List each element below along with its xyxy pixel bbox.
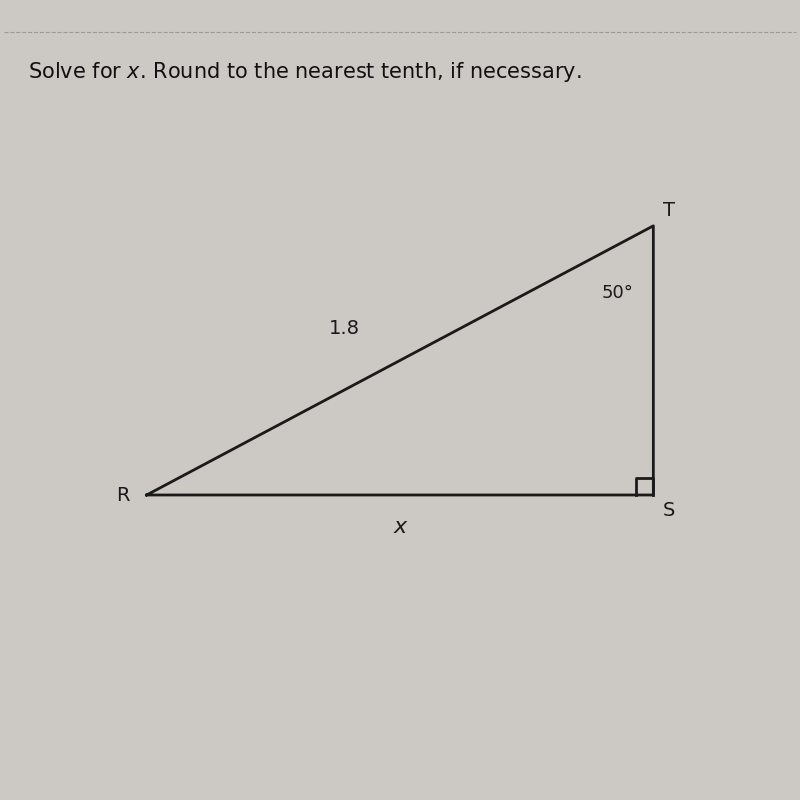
Text: S: S bbox=[663, 502, 675, 520]
Text: R: R bbox=[116, 486, 130, 505]
Text: x: x bbox=[394, 517, 406, 537]
Text: Solve for $x$. Round to the nearest tenth, if necessary.: Solve for $x$. Round to the nearest tent… bbox=[28, 59, 582, 83]
Text: 1.8: 1.8 bbox=[329, 319, 360, 338]
Text: 50°: 50° bbox=[602, 284, 634, 302]
Text: T: T bbox=[663, 201, 675, 219]
